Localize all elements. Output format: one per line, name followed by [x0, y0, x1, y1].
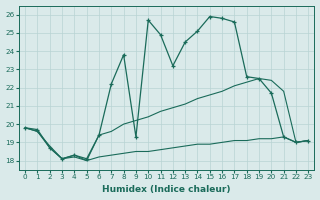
X-axis label: Humidex (Indice chaleur): Humidex (Indice chaleur) — [102, 185, 231, 194]
